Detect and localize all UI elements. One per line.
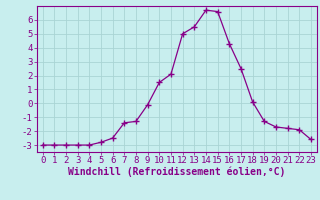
X-axis label: Windchill (Refroidissement éolien,°C): Windchill (Refroidissement éolien,°C)	[68, 167, 285, 177]
